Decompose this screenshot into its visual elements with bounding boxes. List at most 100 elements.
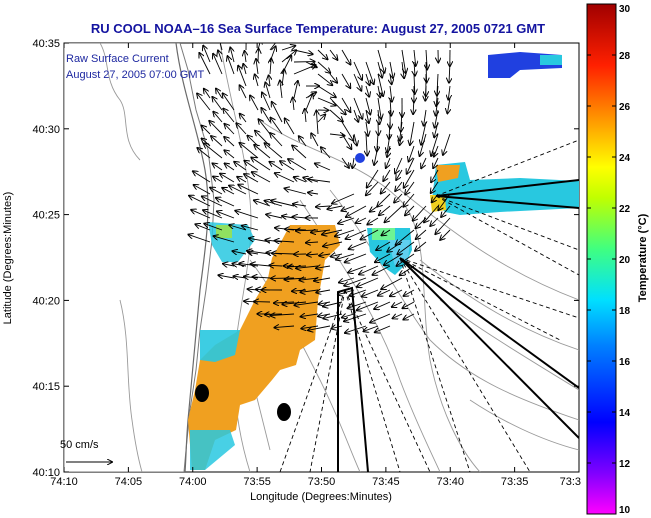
current-vector	[272, 253, 295, 254]
current-vector	[311, 133, 319, 147]
current-vector	[308, 325, 331, 330]
colorbar-tick-label: 14	[619, 408, 631, 419]
current-vector	[400, 121, 402, 141]
current-vector	[384, 253, 403, 265]
current-vector	[341, 133, 351, 149]
plot-area: Raw Surface Current August 27, 2005 07:0…	[60, 42, 580, 473]
current-vector	[375, 253, 391, 262]
current-vector	[393, 314, 403, 318]
current-vector	[341, 49, 351, 65]
current-vector	[194, 185, 211, 195]
current-vector	[214, 236, 235, 243]
current-vector	[323, 241, 343, 246]
current-vector	[349, 241, 367, 249]
current-vector	[272, 102, 283, 123]
current-vector	[348, 301, 367, 308]
current-vector	[359, 265, 379, 274]
current-vector	[433, 157, 439, 168]
current-vector	[409, 145, 415, 162]
current-vector	[341, 121, 353, 141]
current-vector	[293, 81, 298, 99]
current-vector	[357, 301, 379, 310]
current-vector	[420, 133, 427, 156]
current-vector	[404, 289, 415, 296]
current-vector	[365, 61, 374, 84]
colorbar-tick-label: 16	[619, 357, 631, 368]
current-vector	[223, 93, 235, 111]
current-vector	[407, 157, 415, 174]
current-vector	[216, 198, 235, 207]
current-vector	[223, 109, 235, 123]
current-vector	[204, 143, 223, 159]
current-vector	[308, 193, 319, 195]
radar-range-lines	[279, 139, 579, 472]
colorbar-tick-label: 22	[619, 204, 631, 215]
current-vector	[242, 226, 259, 231]
current-vector	[390, 61, 393, 78]
current-vector	[329, 109, 343, 122]
current-vector	[228, 56, 235, 75]
current-vector	[373, 265, 391, 275]
current-vector	[270, 59, 271, 75]
current-vector	[261, 108, 271, 123]
current-vector	[378, 97, 381, 119]
current-vector	[299, 136, 307, 147]
y-tick-label: 40:25	[32, 210, 60, 222]
current-vector	[244, 161, 259, 171]
current-vector	[366, 181, 379, 195]
current-vector	[270, 133, 283, 147]
current-vector	[213, 54, 223, 75]
current-vector	[317, 49, 328, 59]
current-vector	[338, 217, 355, 224]
current-vector	[329, 134, 345, 136]
current-vector	[316, 290, 331, 293]
current-vector	[275, 241, 295, 242]
current-vector	[323, 313, 343, 319]
current-vector	[449, 61, 450, 83]
current-vector	[293, 65, 316, 75]
current-vector	[189, 196, 211, 207]
current-vector	[390, 85, 392, 102]
scale-label: 50 cm/s	[60, 439, 99, 451]
current-vector	[262, 93, 271, 111]
current-vector	[344, 277, 367, 286]
current-vectors	[188, 43, 451, 333]
current-vector	[213, 163, 223, 171]
x-axis-ticks: 74:10 74:05 74:00 73:55 73:50 73:45 73:40 73:35…	[50, 43, 581, 488]
y-tick-label: 40:35	[32, 38, 60, 50]
current-vector	[436, 97, 438, 116]
current-vector	[271, 118, 283, 135]
current-vector	[387, 241, 403, 252]
current-vector	[224, 150, 235, 159]
current-vector	[394, 193, 403, 203]
current-vector	[387, 133, 390, 152]
current-vector	[233, 251, 247, 254]
current-vector	[413, 97, 414, 114]
current-vector	[414, 49, 416, 66]
current-vector	[395, 181, 403, 191]
current-vector	[435, 217, 451, 234]
current-vector	[424, 109, 426, 126]
current-vector	[203, 210, 223, 219]
colorbar-tick-label: 28	[619, 51, 631, 62]
annotation-line1: Raw Surface Current	[66, 53, 169, 65]
current-vector	[438, 193, 451, 210]
current-vector	[188, 235, 211, 243]
station-marker	[195, 384, 209, 402]
current-vector	[390, 97, 391, 116]
current-vector	[315, 164, 331, 171]
current-vector	[386, 157, 390, 168]
current-vector	[305, 94, 313, 111]
x-tick-label: 73:40	[436, 476, 464, 488]
current-vector	[301, 314, 319, 317]
x-tick-label: 74:10	[50, 476, 78, 488]
current-vector	[383, 169, 391, 181]
current-vector	[395, 157, 403, 174]
current-vector	[280, 81, 282, 99]
current-vector	[357, 277, 379, 287]
current-vector	[435, 109, 438, 128]
current-vector	[292, 146, 307, 159]
current-vector	[426, 49, 427, 69]
current-vector	[336, 253, 355, 260]
current-vector	[265, 314, 283, 315]
